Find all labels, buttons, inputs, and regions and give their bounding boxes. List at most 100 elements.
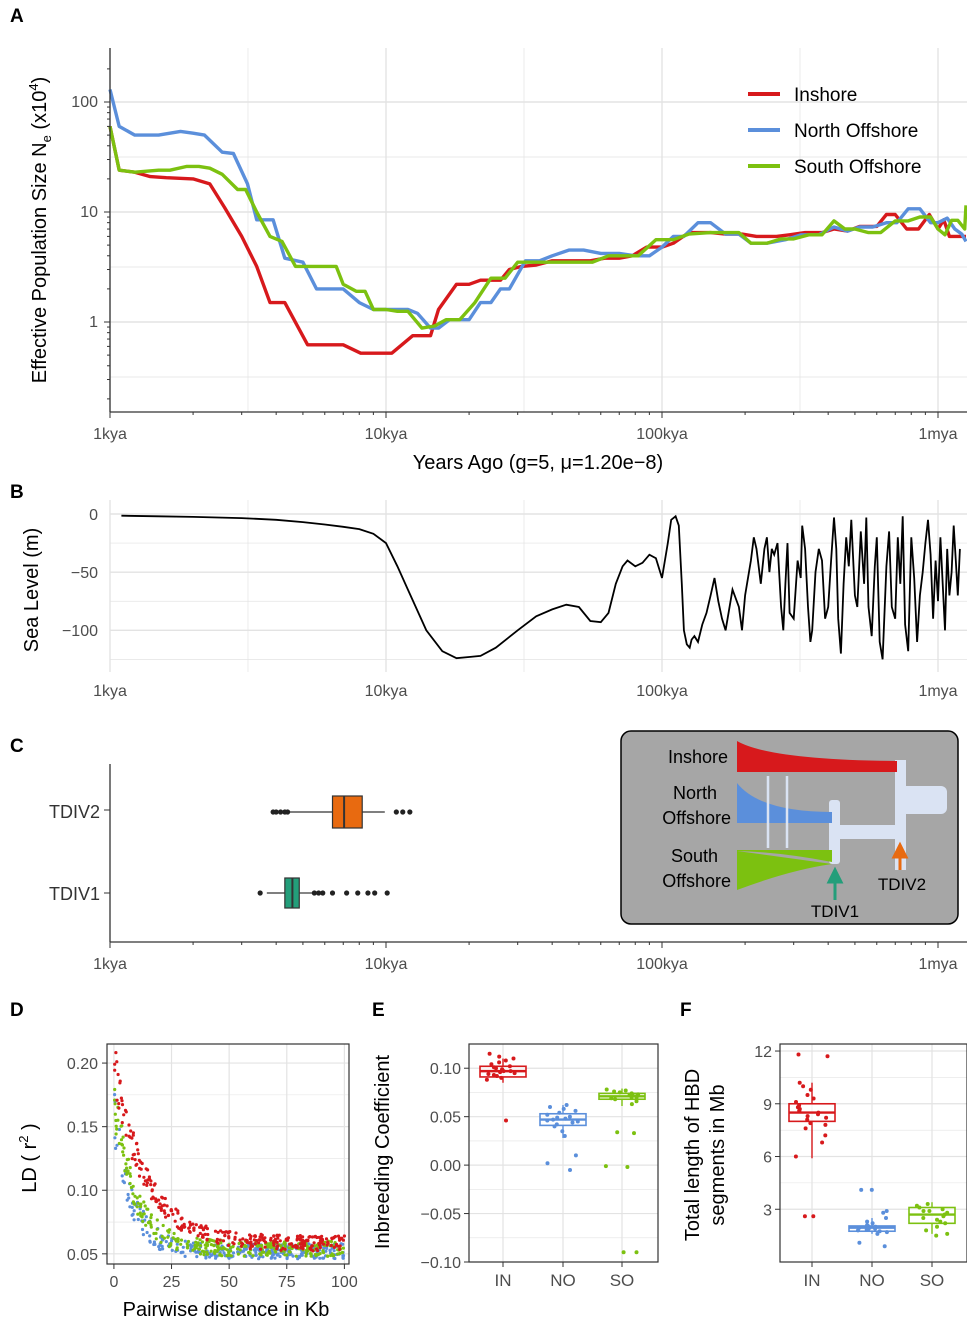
south-offshore-ld-point <box>186 1244 190 1248</box>
north-offshore-ld-point <box>341 1254 345 1258</box>
inshore-ld-point <box>162 1209 166 1213</box>
south-offshore-ld-point <box>135 1205 139 1209</box>
f-in-point <box>805 1117 810 1122</box>
south-offshore-ld-point <box>162 1236 166 1240</box>
tdiv2-outlier <box>273 809 279 815</box>
inset-label-north-offshore: Offshore <box>662 808 731 828</box>
south-offshore-ld-point <box>121 1135 125 1139</box>
f-so-point <box>938 1219 943 1224</box>
inshore-ld-point <box>188 1230 192 1234</box>
south-offshore-ld-point <box>260 1243 264 1248</box>
inshore-ld-point <box>128 1135 132 1139</box>
panel-a-grid <box>109 48 967 412</box>
e-in-point <box>504 1118 508 1123</box>
inshore-ld-point <box>257 1238 261 1242</box>
inshore-ld-point <box>194 1223 198 1227</box>
f-so-point <box>921 1216 926 1220</box>
south-offshore-ld-point <box>125 1171 129 1175</box>
f-in-point <box>797 1103 802 1108</box>
inshore-ld-point <box>272 1234 276 1238</box>
inshore-ld-point <box>179 1217 183 1221</box>
panel-a-legend: Inshore North Offshore South Offshore <box>748 85 921 178</box>
north-offshore-ld-point <box>144 1215 148 1219</box>
inshore-ld-point <box>262 1239 266 1243</box>
north-offshore-ld-point <box>254 1246 258 1250</box>
d-xtick-label: 50 <box>220 1274 238 1291</box>
south-offshore-ld-point <box>329 1239 333 1244</box>
inset-label-south-offshore: Offshore <box>662 871 731 891</box>
inshore-ld-point <box>326 1241 330 1245</box>
south-offshore-ld-point <box>242 1254 246 1258</box>
south-offshore-ld-point <box>219 1241 223 1245</box>
north-offshore-ld-point <box>113 1136 117 1140</box>
f-so-point <box>943 1221 948 1226</box>
north-offshore-ld-point <box>296 1257 300 1261</box>
south-offshore-ld-point <box>287 1246 291 1250</box>
f-so-point <box>945 1231 950 1236</box>
inshore-ld-point <box>154 1197 158 1201</box>
e-ytick-label: 0.10 <box>430 1061 461 1078</box>
e-in-point <box>489 1062 494 1067</box>
south-offshore-ld-point <box>124 1162 128 1166</box>
e-no-point <box>548 1105 552 1109</box>
inshore-ld-point <box>140 1161 144 1166</box>
panel-label-d: D <box>10 1000 24 1021</box>
inshore-ld-point <box>188 1223 193 1227</box>
inshore-ld-point <box>116 1072 120 1077</box>
south-offshore-ld-point <box>195 1236 199 1240</box>
inshore-ld-point <box>171 1212 175 1216</box>
e-no-point <box>561 1106 566 1111</box>
e-in-point <box>497 1060 502 1065</box>
inshore-ld-point <box>198 1231 202 1235</box>
inshore-ld-point <box>157 1205 161 1209</box>
north-offshore-ld-point <box>175 1242 179 1246</box>
inshore-ld-point <box>248 1237 252 1241</box>
south-offshore-ld-point <box>172 1231 176 1236</box>
south-offshore-ld-point <box>212 1244 216 1248</box>
panel-b-y-axis-title: Sea Level (m) <box>21 528 43 653</box>
north-offshore-ld-point <box>297 1254 301 1258</box>
north-offshore-ld-point <box>122 1181 126 1185</box>
e-so-point <box>634 1095 639 1100</box>
south-offshore-ld-point <box>231 1245 235 1249</box>
inshore-ld-point <box>166 1213 170 1218</box>
inshore-ld-point <box>283 1247 287 1251</box>
north-offshore-ld-point <box>208 1255 212 1259</box>
inshore-ld-point <box>138 1166 142 1170</box>
tdiv1-outlier <box>316 890 322 896</box>
north-offshore-ld-point <box>181 1245 185 1249</box>
south-offshore-ne-line <box>108 126 967 330</box>
panel-label-c: C <box>10 736 24 757</box>
south-offshore-ld-point <box>122 1153 126 1157</box>
panel-c-ticks <box>104 809 939 948</box>
inshore-ld-point <box>192 1226 196 1230</box>
south-offshore-ld-point <box>304 1254 308 1258</box>
e-xtick-label-in: IN <box>495 1271 512 1290</box>
inshore-ld-point <box>216 1241 220 1245</box>
inshore-ld-point <box>131 1133 135 1137</box>
south-offshore-ld-point <box>128 1181 132 1186</box>
south-offshore-ld-point <box>220 1247 224 1251</box>
e-in-point <box>503 1058 508 1063</box>
inshore-ld-point <box>188 1220 192 1224</box>
inshore-ld-point <box>289 1242 293 1246</box>
north-offshore-ld-point <box>195 1255 199 1259</box>
inshore-ld-point <box>200 1225 204 1230</box>
inshore-ld-point <box>277 1233 281 1237</box>
south-offshore-ld-point <box>325 1254 330 1258</box>
inshore-ld-point <box>150 1189 154 1193</box>
south-offshore-ld-point <box>114 1124 118 1128</box>
inshore-ld-point <box>338 1247 342 1251</box>
south-offshore-ld-point <box>199 1244 203 1248</box>
south-offshore-ld-point <box>267 1242 271 1246</box>
tdiv1-outlier <box>365 890 371 896</box>
f-ytick-label: 9 <box>763 1097 772 1114</box>
f-in-point <box>825 1054 830 1059</box>
south-offshore-ld-point <box>259 1253 263 1257</box>
inshore-ld-point <box>273 1239 277 1243</box>
e-no-point <box>545 1118 550 1123</box>
inset-tdiv1-arrow <box>826 866 844 900</box>
north-offshore-ld-point <box>160 1238 164 1242</box>
inshore-ld-point <box>205 1237 209 1241</box>
f-in-point <box>805 1114 810 1119</box>
